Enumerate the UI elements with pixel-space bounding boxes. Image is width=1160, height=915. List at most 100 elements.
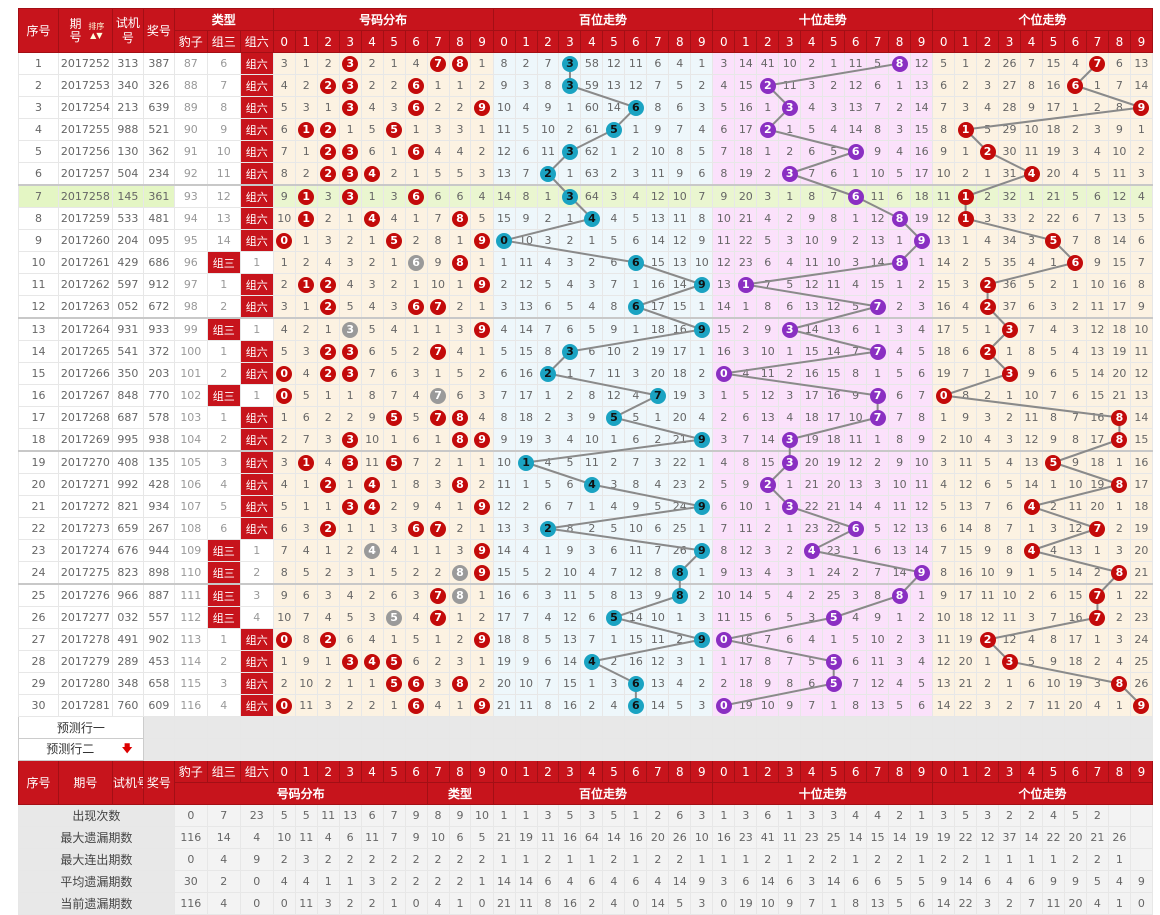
predict-cell[interactable] xyxy=(142,716,175,739)
predict-row2[interactable]: 预测行二 🡇 xyxy=(18,738,144,761)
predict-cell[interactable] xyxy=(998,738,1022,761)
predict-cell[interactable] xyxy=(624,738,648,761)
predict-cell[interactable] xyxy=(602,738,626,761)
predict-cell[interactable] xyxy=(338,716,362,739)
predict-cell[interactable] xyxy=(1129,738,1153,761)
predict-cell[interactable] xyxy=(316,716,340,739)
predict-cell[interactable] xyxy=(580,738,604,761)
predict-cell[interactable] xyxy=(1129,716,1153,739)
predict-cell[interactable] xyxy=(866,738,890,761)
predict-cell[interactable] xyxy=(778,716,802,739)
predict-cell[interactable] xyxy=(173,738,208,761)
predict-cell[interactable] xyxy=(206,716,241,739)
predict-cell[interactable] xyxy=(1085,738,1109,761)
predict-cell[interactable] xyxy=(690,738,714,761)
predict-cell[interactable] xyxy=(470,716,494,739)
predict-cell[interactable] xyxy=(954,716,978,739)
predict-cell[interactable] xyxy=(778,738,802,761)
predict-cell[interactable] xyxy=(470,738,494,761)
predict-cell[interactable] xyxy=(932,716,956,739)
predict-cell[interactable] xyxy=(404,738,428,761)
predict-cell[interactable] xyxy=(239,738,274,761)
sort-button[interactable]: 排序 ▲▼ xyxy=(88,21,105,40)
predict-cell[interactable] xyxy=(360,738,384,761)
predict-cell[interactable] xyxy=(800,738,824,761)
predict-cell[interactable] xyxy=(932,738,956,761)
predict-cell[interactable] xyxy=(272,716,296,739)
predict-cell[interactable] xyxy=(756,738,780,761)
predict-cell[interactable] xyxy=(142,738,175,761)
predict-row1[interactable]: 预测行一 xyxy=(18,716,144,739)
predict-cell[interactable] xyxy=(954,738,978,761)
predict-cell[interactable] xyxy=(646,738,670,761)
predict-cell[interactable] xyxy=(1020,716,1043,739)
predict-cell[interactable] xyxy=(756,716,780,739)
predict-cell[interactable] xyxy=(514,716,538,739)
predict-cell[interactable] xyxy=(998,716,1022,739)
predict-cell[interactable] xyxy=(866,716,890,739)
predict-cell[interactable] xyxy=(976,738,1000,761)
predict-cell[interactable] xyxy=(558,738,582,761)
predict-cell[interactable] xyxy=(734,716,758,739)
predict-cell[interactable] xyxy=(536,716,560,739)
header-period[interactable]: 期号 排序 ▲▼ xyxy=(57,8,113,53)
predict-cell[interactable] xyxy=(888,716,912,739)
dist-cell: 4 xyxy=(448,140,472,163)
predict-cell[interactable] xyxy=(1042,738,1065,761)
predict-cell[interactable] xyxy=(910,738,934,761)
predict-cell[interactable] xyxy=(426,738,450,761)
predict-cell[interactable] xyxy=(206,738,241,761)
predict-cell[interactable] xyxy=(734,738,758,761)
predict-cell[interactable] xyxy=(822,738,846,761)
stat-value: 0 xyxy=(239,892,274,915)
predict-cell[interactable] xyxy=(382,738,406,761)
predict-cell[interactable] xyxy=(360,716,384,739)
predict-cell[interactable] xyxy=(382,716,406,739)
predict-cell[interactable] xyxy=(668,738,692,761)
predict-cell[interactable] xyxy=(536,738,560,761)
dist-cell: 10 xyxy=(272,606,296,629)
predict-cell[interactable] xyxy=(1085,716,1109,739)
predict-cell[interactable] xyxy=(404,716,428,739)
predict-cell[interactable] xyxy=(844,738,868,761)
predict-cell[interactable] xyxy=(558,716,582,739)
predict-cell[interactable] xyxy=(1042,716,1065,739)
predict-cell[interactable] xyxy=(602,716,626,739)
predict-cell[interactable] xyxy=(1063,738,1087,761)
predict-cell[interactable] xyxy=(294,716,318,739)
predict-cell[interactable] xyxy=(712,716,736,739)
predict-cell[interactable] xyxy=(1020,738,1043,761)
predict-cell[interactable] xyxy=(910,716,934,739)
predict-cell[interactable] xyxy=(580,716,604,739)
predict-cell[interactable] xyxy=(690,716,714,739)
predict-cell[interactable] xyxy=(888,738,912,761)
predict-cell[interactable] xyxy=(1107,738,1131,761)
ge-cell: 6 xyxy=(1107,52,1131,75)
predict-cell[interactable] xyxy=(668,716,692,739)
predict-cell[interactable] xyxy=(712,738,736,761)
predict-cell[interactable] xyxy=(976,716,1000,739)
predict-cell[interactable] xyxy=(492,738,516,761)
predict-cell[interactable] xyxy=(800,716,824,739)
predict-cell[interactable] xyxy=(844,716,868,739)
predict-cell[interactable] xyxy=(173,716,208,739)
predict-cell[interactable] xyxy=(272,738,296,761)
predict-cell[interactable] xyxy=(426,716,450,739)
bai-ball: 4 xyxy=(583,653,600,670)
footer-digit: 7 xyxy=(866,760,890,783)
header-digit-0-2: 2 xyxy=(316,30,340,53)
predict-dropdown-icon[interactable]: 🡇 xyxy=(121,742,133,755)
predict-cell[interactable] xyxy=(492,716,516,739)
predict-cell[interactable] xyxy=(239,716,274,739)
predict-cell[interactable] xyxy=(514,738,538,761)
predict-cell[interactable] xyxy=(646,716,670,739)
predict-cell[interactable] xyxy=(316,738,340,761)
predict-cell[interactable] xyxy=(822,716,846,739)
predict-cell[interactable] xyxy=(338,738,362,761)
predict-cell[interactable] xyxy=(294,738,318,761)
predict-cell[interactable] xyxy=(448,738,472,761)
predict-cell[interactable] xyxy=(448,716,472,739)
predict-cell[interactable] xyxy=(1063,716,1087,739)
predict-cell[interactable] xyxy=(624,716,648,739)
predict-cell[interactable] xyxy=(1107,716,1131,739)
